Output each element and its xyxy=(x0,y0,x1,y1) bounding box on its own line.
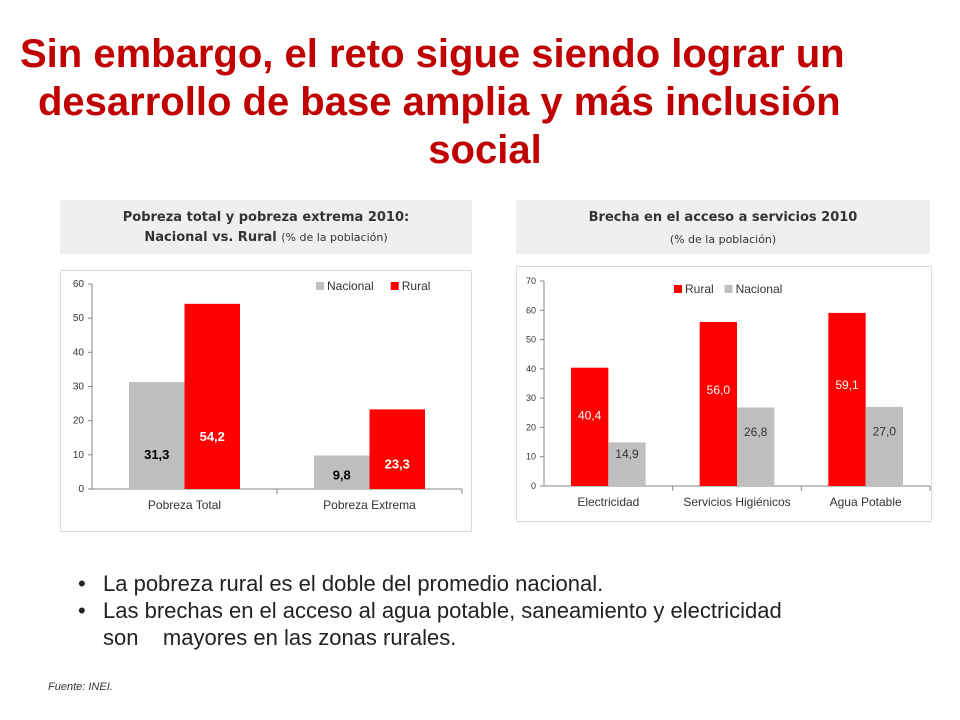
services-chart-title: Brecha en el acceso a servicios 2010 xyxy=(588,210,858,225)
slide-title: Sin embargo, el reto sigue siendo lograr… xyxy=(20,30,950,174)
poverty-y-tick-label: 50 xyxy=(73,313,85,324)
poverty-y-tick-label: 0 xyxy=(78,484,84,495)
bullet-item-2-continuation: son mayores en las zonas rurales. xyxy=(76,624,936,651)
services-bar-nacional xyxy=(865,406,903,486)
services-y-tick-label: 0 xyxy=(531,481,536,491)
services-bar-chart: 0 10 20 30 40 50 60 70 Electricidad 40,4 14,9 Servi… xyxy=(516,266,932,522)
services-chart-header: Brecha en el acceso a servicios 2010 (% … xyxy=(516,200,930,254)
poverty-legend-label: Rural xyxy=(402,279,431,293)
bullet-text-2: Las brechas en el acceso al agua potable… xyxy=(103,598,782,623)
services-data-label: 56,0 xyxy=(707,383,731,397)
poverty-y-tick-label: 30 xyxy=(73,382,85,393)
poverty-y-tick-label: 60 xyxy=(73,279,85,290)
poverty-chart-border xyxy=(60,270,472,532)
services-x-tick-label: Electricidad xyxy=(577,495,639,509)
bullet-list: • La pobreza rural es el doble del promed… xyxy=(76,570,936,651)
services-data-label: 26,8 xyxy=(744,425,768,439)
services-data-label: 40,4 xyxy=(578,409,602,423)
bullet-dot-icon: • xyxy=(78,598,86,623)
services-data-label: 27,0 xyxy=(873,424,897,438)
poverty-bar-nacional xyxy=(314,455,370,489)
services-y-tick-label: 70 xyxy=(526,276,536,286)
slide-title-line-3: social xyxy=(428,128,542,172)
poverty-bar-chart: 0 10 20 30 40 50 60 Pobreza Total 31,3 54,2 Pobrez… xyxy=(60,270,472,532)
poverty-legend-swatch xyxy=(390,282,399,290)
poverty-x-tick-label: Pobreza Total xyxy=(148,498,221,512)
poverty-data-label: 9,8 xyxy=(333,468,351,483)
poverty-bar-nacional xyxy=(129,382,185,489)
source-note: Fuente: INEI. xyxy=(48,681,113,693)
services-y-tick-label: 40 xyxy=(526,364,536,374)
services-y-tick-label: 60 xyxy=(526,305,536,315)
services-bar-nacional xyxy=(737,407,775,486)
poverty-chart-title-line-2-text: Nacional vs. Rural xyxy=(144,230,277,245)
poverty-y-tick-label: 10 xyxy=(73,450,85,461)
poverty-data-label: 23,3 xyxy=(385,456,410,471)
bullet-text-3: son mayores en las zonas rurales. xyxy=(103,625,457,650)
poverty-chart-title-line-2: Nacional vs. Rural (% de la población) xyxy=(60,228,472,248)
slide-title-line-2: desarrollo de base amplia y más inclusió… xyxy=(38,80,841,124)
services-y-tick-label: 30 xyxy=(526,393,536,403)
poverty-legend-label: Nacional xyxy=(327,279,374,293)
services-bar-rural xyxy=(699,322,737,486)
bullet-item-1: • La pobreza rural es el doble del promed… xyxy=(76,570,936,597)
services-data-label: 14,9 xyxy=(615,447,639,461)
services-bar-rural xyxy=(571,367,609,486)
services-y-tick-label: 20 xyxy=(526,422,536,432)
poverty-chart-subtitle: (% de la población) xyxy=(281,231,388,244)
services-chart-subtitle: (% de la población) xyxy=(669,233,777,246)
services-legend-label: Nacional xyxy=(736,282,783,296)
services-legend-label: Rural xyxy=(685,282,714,296)
services-data-label: 59,1 xyxy=(835,378,859,392)
poverty-data-label: 31,3 xyxy=(144,447,169,462)
poverty-y-tick-label: 40 xyxy=(73,347,85,358)
poverty-bar-rural xyxy=(184,303,240,489)
poverty-y-tick-label: 20 xyxy=(73,416,85,427)
services-x-tick-label: Agua Potable xyxy=(830,495,902,509)
poverty-chart-title: Pobreza total y pobreza extrema 2010: xyxy=(122,210,410,225)
poverty-bar-rural xyxy=(369,409,425,489)
poverty-chart-header: Pobreza total y pobreza extrema 2010: Na… xyxy=(60,200,472,254)
bullet-item-2: • Las brechas en el acceso al agua potabl… xyxy=(76,597,936,624)
slide-title-line-1: Sin embargo, el reto sigue siendo lograr… xyxy=(20,32,845,76)
poverty-data-label: 54,2 xyxy=(200,429,225,444)
poverty-legend-swatch xyxy=(316,282,324,290)
services-bar-nacional xyxy=(608,442,646,486)
poverty-x-tick-label: Pobreza Extrema xyxy=(323,498,416,512)
services-y-tick-label: 50 xyxy=(526,335,536,345)
services-legend-swatch xyxy=(724,285,733,293)
services-bar-rural xyxy=(828,312,866,486)
services-chart-border xyxy=(516,266,932,522)
bullet-text-1: La pobreza rural es el doble del promedi… xyxy=(103,571,604,596)
services-legend-swatch xyxy=(674,285,682,293)
services-x-tick-label: Servicios Higiénicos xyxy=(683,495,790,509)
bullet-dot-icon: • xyxy=(78,571,86,596)
services-y-tick-label: 10 xyxy=(526,452,536,462)
